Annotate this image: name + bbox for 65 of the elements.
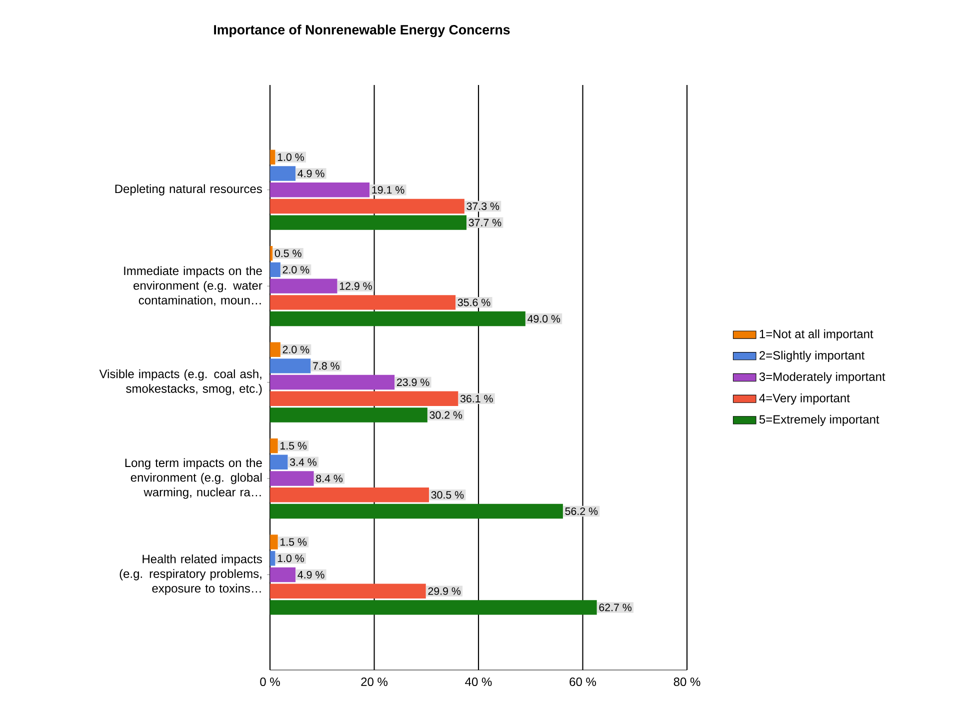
y-tick-label: Immediate impacts on the environment (e.g. water contamination, moun… xyxy=(124,266,262,306)
data-label: 0.5 % xyxy=(274,250,302,258)
bar xyxy=(270,438,278,454)
bar xyxy=(270,391,458,406)
data-label: 36.1 % xyxy=(460,394,493,402)
bar xyxy=(270,278,338,294)
y-tick-label: Long term impacts on the environment (e.g. global warming, nuclear ra… xyxy=(125,458,262,499)
legend-label: 5=Extremely important xyxy=(759,414,880,426)
y-tick-label: Depleting natural resources xyxy=(115,184,262,196)
bar xyxy=(270,198,464,214)
data-label: 30.2 % xyxy=(430,411,462,419)
bar xyxy=(270,408,428,422)
x-tick-label: 0 % xyxy=(260,678,280,686)
data-label: 7.8 % xyxy=(313,362,340,370)
bar xyxy=(270,215,467,230)
bar xyxy=(270,454,288,470)
data-label: 4.9 % xyxy=(298,170,324,178)
data-label: 23.9 % xyxy=(396,378,430,386)
bar xyxy=(270,358,311,374)
legend-label: 2=Slightly important xyxy=(760,350,865,362)
data-label: 29.9 % xyxy=(428,587,461,595)
data-label: 62.7 % xyxy=(599,604,632,612)
bar xyxy=(270,374,395,390)
data-label: 1.5 % xyxy=(280,442,307,450)
x-tick-label: 80 % xyxy=(674,678,700,686)
bar xyxy=(270,567,296,582)
data-label: 35.6 % xyxy=(458,298,490,306)
data-label: 2.0 % xyxy=(282,266,310,274)
data-label: 30.5 % xyxy=(431,491,464,499)
data-label: 3.4 % xyxy=(290,458,316,466)
data-label: 56.2 % xyxy=(565,507,598,515)
y-tick-label: Visible impacts (e.g. coal ash, smokestacks, smog, etc.) xyxy=(99,369,262,396)
data-label: 49.0 % xyxy=(528,315,560,323)
bar xyxy=(270,584,426,598)
x-tick-label: 40 % xyxy=(465,678,492,686)
data-label: 4.9 % xyxy=(298,570,324,579)
bar xyxy=(270,246,273,261)
y-tick-label: Health related impacts (e.g. respiratory problems, exposure to toxins… xyxy=(120,554,262,595)
data-label: 1.0 % xyxy=(278,554,304,562)
data-label: 37.7 % xyxy=(468,218,502,226)
bar xyxy=(270,471,314,486)
x-tick-label: 60 % xyxy=(570,678,596,686)
legend-label: 4=Very important xyxy=(759,393,850,405)
bar xyxy=(270,150,276,165)
bar xyxy=(270,600,597,615)
data-label: 1.0 % xyxy=(278,153,304,161)
bar xyxy=(270,551,276,566)
data-label: 12.9 % xyxy=(340,282,372,290)
chart-title: Importance of Nonrenewable Energy Concerns xyxy=(214,24,510,38)
data-label: 1.5 % xyxy=(280,538,307,546)
legend-label: 3=Moderately important xyxy=(759,372,886,384)
data-label: 37.3 % xyxy=(466,202,500,210)
legend-label: 1=Not at all important xyxy=(760,329,874,341)
bar xyxy=(270,295,456,310)
bar xyxy=(270,504,563,519)
bar xyxy=(270,311,526,326)
x-tick-label: 20 % xyxy=(361,678,388,686)
bar xyxy=(270,488,429,502)
bar xyxy=(270,166,296,181)
data-label: 19.1 % xyxy=(372,186,404,194)
bar xyxy=(270,342,280,357)
bar xyxy=(270,534,278,550)
data-label: 2.0 % xyxy=(282,346,310,354)
data-label: 8.4 % xyxy=(316,474,343,482)
bar xyxy=(270,262,280,278)
